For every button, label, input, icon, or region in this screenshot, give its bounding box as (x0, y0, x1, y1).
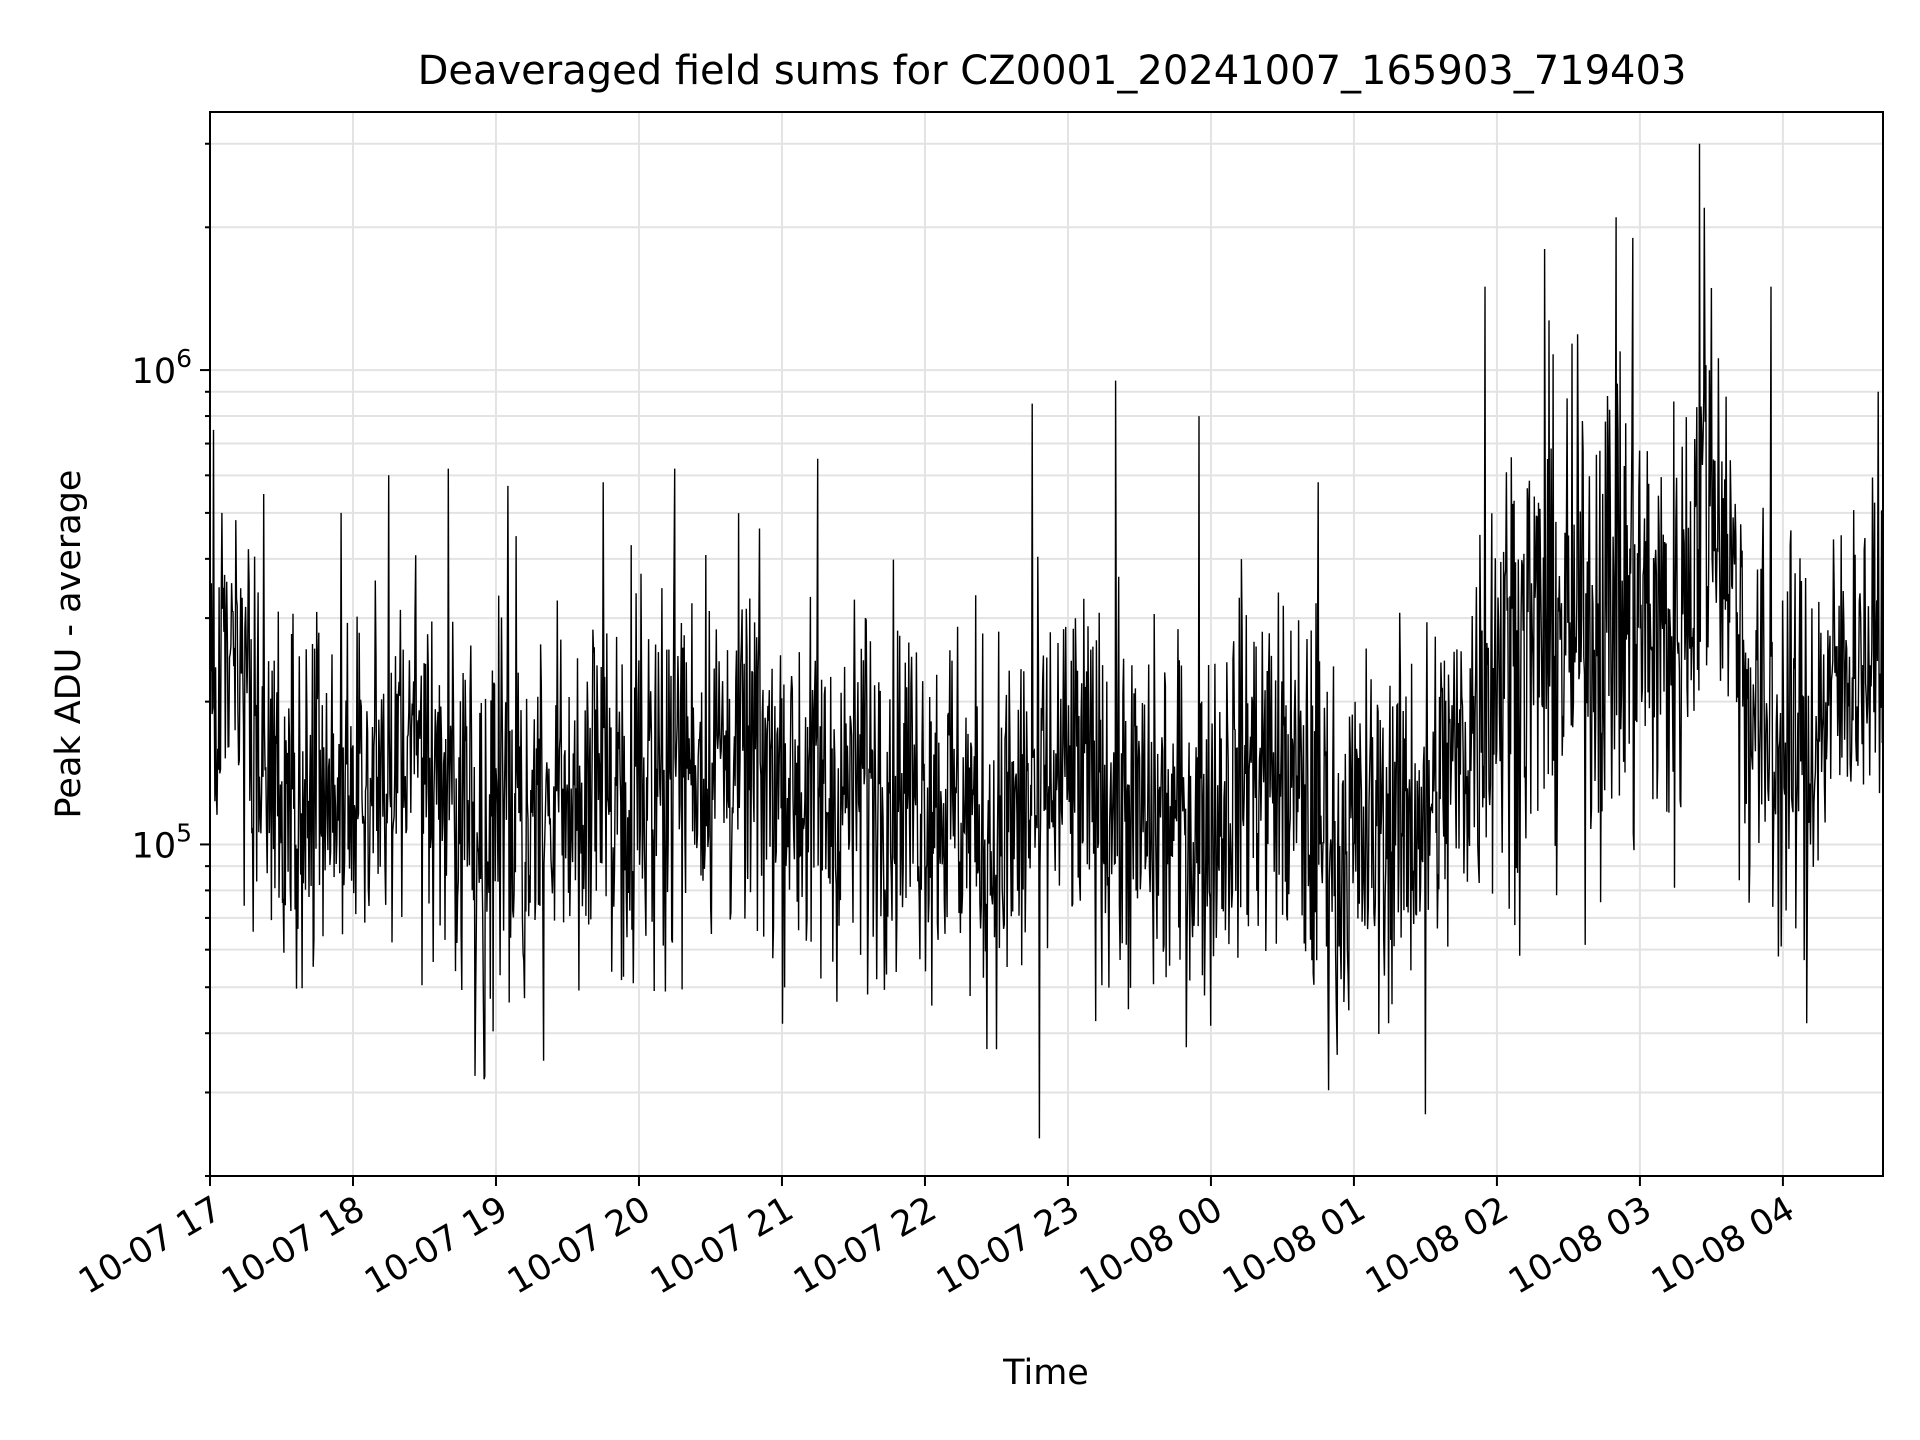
series-line (209, 143, 1884, 1139)
y-axis: 105 106 (132, 142, 210, 1177)
plot-frame (209, 111, 1884, 1177)
y-tick-label: 106 (132, 344, 192, 392)
chart-title: Deaveraged field sums for CZ0001_2024100… (418, 48, 1687, 94)
series-group (209, 143, 1884, 1139)
y-axis-label: Peak ADU - average (49, 470, 89, 819)
y-tick-label: 105 (132, 818, 192, 866)
x-axis-label: Time (1002, 1353, 1089, 1393)
